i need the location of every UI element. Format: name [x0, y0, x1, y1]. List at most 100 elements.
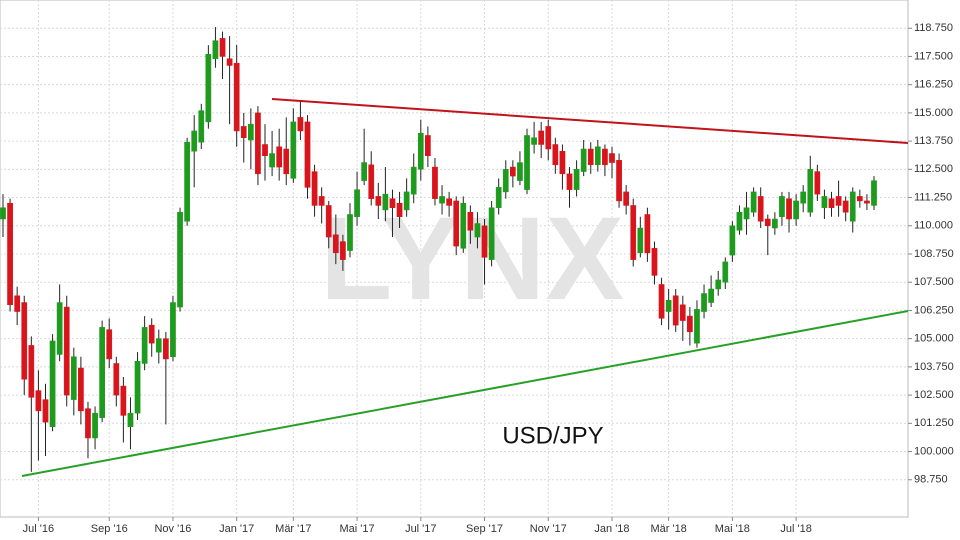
- candle-body: [651, 248, 658, 276]
- y-tick-label: 106.250: [914, 304, 954, 316]
- candle-body: [347, 214, 353, 251]
- candle-body: [580, 148, 587, 172]
- x-tick-label: Sep '17: [466, 523, 503, 535]
- candles: [0, 27, 877, 472]
- candle-body: [240, 126, 247, 138]
- candle-body: [70, 356, 77, 400]
- candle-body: [658, 284, 665, 319]
- y-tick-label: 102.500: [914, 389, 954, 401]
- candle-body: [701, 293, 707, 312]
- y-tick-label: 101.250: [914, 417, 954, 429]
- candle-body: [545, 126, 552, 150]
- candle-body: [665, 300, 672, 312]
- candle-body: [764, 218, 771, 227]
- candle-body: [531, 137, 537, 145]
- candle-body: [552, 144, 559, 166]
- candle-body: [361, 162, 367, 181]
- candle-body: [99, 327, 105, 418]
- candle-body: [127, 412, 134, 427]
- candle-body: [78, 367, 84, 412]
- candle-body: [573, 169, 580, 190]
- candle-body: [616, 160, 622, 202]
- candle-body: [297, 117, 304, 132]
- candle-body: [835, 196, 842, 206]
- x-tick-label: Jan '18: [594, 523, 629, 535]
- plot-area: [0, 0, 909, 518]
- candle-body: [7, 202, 13, 306]
- candle-body: [467, 211, 474, 231]
- x-tick-label: Sep '16: [91, 523, 128, 535]
- resistance-line: [271, 98, 909, 144]
- y-tick-label: 118.750: [914, 22, 953, 34]
- candle-body: [106, 329, 113, 360]
- candle-body: [602, 148, 608, 166]
- candle-body: [141, 327, 148, 364]
- candle-body: [63, 306, 70, 396]
- candle-body: [198, 110, 205, 143]
- candle-body: [42, 399, 49, 423]
- x-tick-label: Jul '17: [405, 523, 436, 535]
- x-tick-label: Jul '16: [23, 523, 54, 535]
- x-tick-label: Mär '18: [650, 523, 686, 535]
- candle-body: [432, 166, 438, 199]
- candle-body: [410, 166, 417, 195]
- x-tick-label: Jul '18: [780, 523, 811, 535]
- candle-body: [262, 144, 268, 157]
- y-tick-label: 105.000: [914, 333, 954, 345]
- candle-body: [396, 202, 403, 217]
- candle-body: [382, 193, 389, 211]
- candle-body: [163, 338, 169, 360]
- candle-body: [332, 234, 339, 254]
- candle-body: [594, 146, 601, 166]
- candle-body: [283, 148, 290, 175]
- candle-body: [743, 207, 750, 220]
- candle-body: [800, 191, 807, 204]
- candle-body: [212, 40, 219, 59]
- candle-body: [559, 151, 566, 175]
- candle-body: [821, 196, 828, 208]
- candle-body: [849, 191, 856, 222]
- y-tick-label: 117.500: [914, 50, 953, 62]
- y-tick-label: 103.750: [914, 361, 954, 373]
- candle-body: [495, 187, 502, 208]
- candle-body: [694, 309, 700, 344]
- candle-body: [233, 62, 240, 132]
- candle-body: [21, 302, 28, 380]
- candle-body: [191, 130, 198, 152]
- candle-body: [56, 302, 63, 355]
- candle-body: [481, 225, 488, 258]
- candle-body: [318, 196, 325, 206]
- candle-body: [807, 169, 814, 213]
- candle-body: [524, 135, 530, 190]
- support-line: [21, 310, 909, 477]
- candle-body: [566, 173, 573, 190]
- candle-body: [474, 223, 481, 238]
- y-tick-label: 98.750: [914, 474, 948, 486]
- candle-body: [35, 390, 42, 412]
- candle-body: [750, 191, 757, 213]
- pair-label: USD/JPY: [502, 422, 603, 449]
- candle-body: [255, 112, 261, 175]
- candle-body: [28, 345, 35, 398]
- candle-body: [14, 295, 21, 312]
- candle-body: [864, 200, 870, 204]
- y-tick-label: 116.250: [914, 79, 953, 91]
- candle-body: [729, 225, 736, 256]
- candle-body: [92, 412, 98, 439]
- candle-body: [134, 360, 141, 414]
- candle-body: [828, 198, 835, 208]
- candle-body: [488, 207, 495, 260]
- candle-body: [736, 211, 743, 231]
- y-tick-label: 110.000: [914, 220, 953, 232]
- candle-body: [644, 214, 651, 254]
- candle-body: [354, 189, 360, 217]
- candle-body: [842, 200, 849, 213]
- x-tick-label: Mai '18: [715, 523, 750, 535]
- candle-body: [814, 171, 821, 195]
- y-tick-label: 112.500: [914, 163, 953, 175]
- candle-body: [460, 202, 467, 249]
- axes: 98.750 100.000 101.250 102.500 103.750 105.00…: [23, 22, 954, 535]
- candle-body: [269, 153, 275, 168]
- candle-body: [793, 200, 799, 220]
